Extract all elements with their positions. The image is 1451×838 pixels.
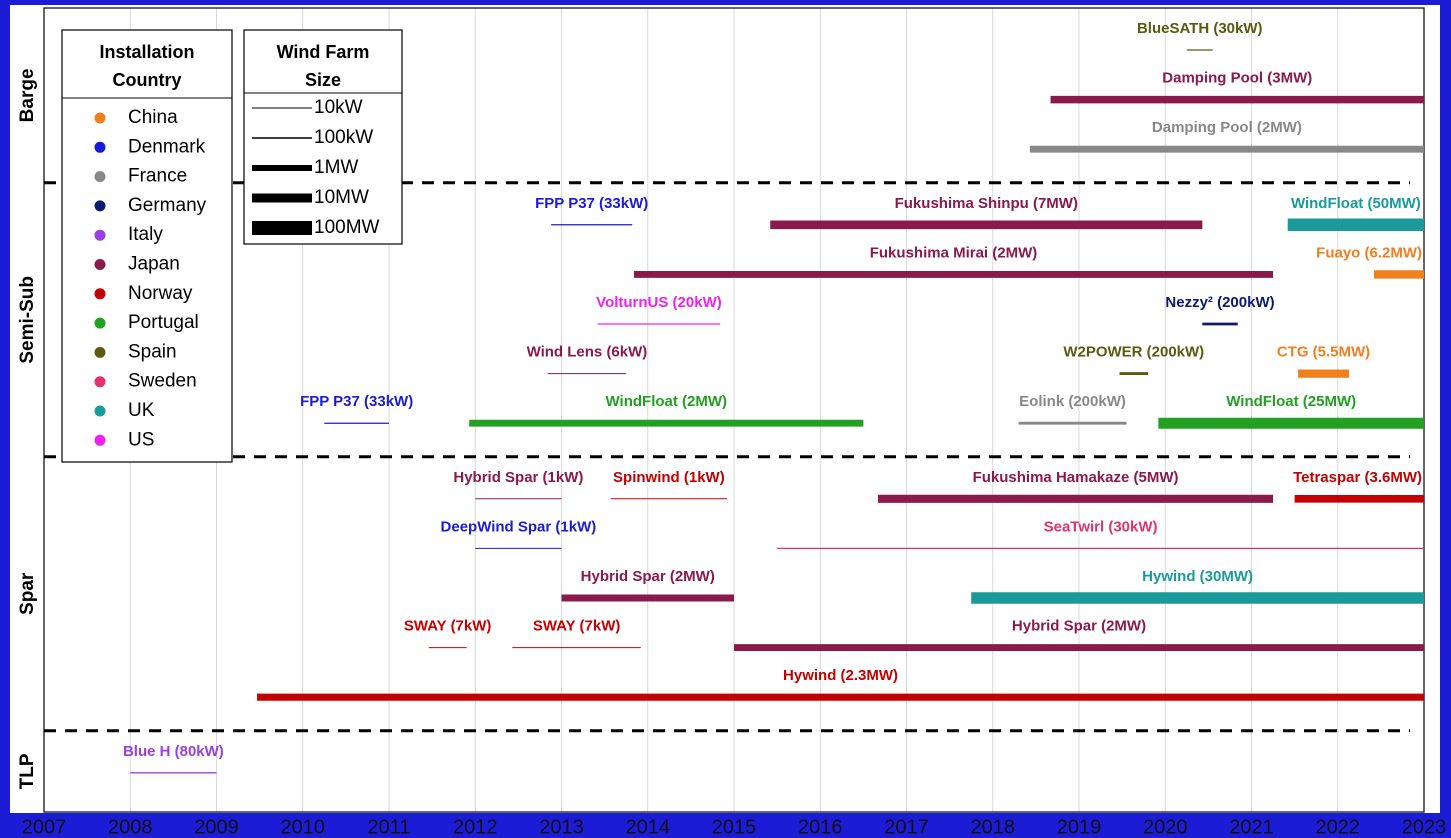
project-label: Fukushima Mirai (2MW)	[870, 244, 1038, 261]
legend-label: Japan	[128, 254, 180, 275]
x-tick-label: 2022	[1316, 816, 1361, 838]
project-label: BlueSATH (30kW)	[1137, 20, 1263, 37]
legend-label: Sweden	[128, 371, 197, 392]
legend-label: Germany	[128, 195, 207, 216]
project-label: Spinwind (1kW)	[613, 469, 725, 486]
project-label: Hywind (30MW)	[1142, 568, 1253, 585]
legend-label: 1MW	[314, 157, 358, 178]
x-tick-label: 2007	[22, 816, 67, 838]
legend-marker	[94, 112, 106, 124]
group-label: Semi-Sub	[17, 276, 38, 364]
project-label: Hybrid Spar (2MW)	[581, 568, 715, 585]
legend-marker	[94, 229, 106, 241]
x-tick-label: 2011	[367, 816, 410, 838]
x-tick-label: 2023	[1402, 816, 1447, 838]
legend-label: 10MW	[314, 187, 369, 208]
x-tick-label: 2013	[539, 816, 584, 838]
legend-marker	[94, 317, 106, 329]
project-label: SWAY (7kW)	[533, 618, 621, 635]
legend-label: France	[128, 166, 187, 187]
legend-marker	[94, 141, 106, 153]
x-tick-label: 2016	[798, 816, 843, 838]
project-label: Wind Lens (6kW)	[527, 344, 648, 361]
x-tick-label: 2021	[1229, 816, 1274, 838]
project-label: Hybrid Spar (2MW)	[1012, 618, 1146, 635]
legend-label: Spain	[128, 341, 177, 362]
project-label: VolturnUS (20kW)	[596, 294, 722, 311]
project-label: Damping Pool (3MW)	[1162, 70, 1312, 87]
legend-label: 10kW	[314, 97, 363, 118]
group-label: TLP	[17, 753, 38, 789]
legend-title: Country	[113, 70, 182, 90]
legend-marker	[94, 288, 106, 300]
size-legend-box	[243, 29, 403, 245]
x-tick-label: 2019	[1057, 816, 1102, 838]
x-tick-label: 2014	[626, 816, 671, 838]
legend-label: Italy	[128, 224, 163, 245]
project-label: DeepWind Spar (1kW)	[441, 518, 597, 535]
legend-marker	[94, 200, 106, 212]
project-label: WindFloat (50MW)	[1291, 195, 1421, 212]
project-label: Fukushima Hamakaze (5MW)	[973, 469, 1179, 486]
legend-label: China	[128, 107, 178, 128]
project-label: SWAY (7kW)	[404, 618, 492, 635]
project-label: Blue H (80kW)	[123, 743, 224, 760]
x-tick-label: 2010	[281, 816, 326, 838]
x-tick-label: 2009	[194, 816, 239, 838]
group-label: Barge	[17, 68, 38, 122]
project-label: W2POWER (200kW)	[1063, 344, 1204, 361]
legend-marker	[94, 434, 106, 446]
legend-marker	[94, 405, 106, 417]
project-label: WindFloat (25MW)	[1226, 393, 1356, 410]
legend-label: Portugal	[128, 312, 199, 333]
x-tick-label: 2020	[1143, 816, 1188, 838]
group-label: Spar	[17, 572, 38, 615]
project-label: Damping Pool (2MW)	[1152, 119, 1302, 136]
project-label: Hybrid Spar (1kW)	[453, 469, 583, 486]
legend-label: UK	[128, 400, 155, 421]
project-label: Fukushima Shinpu (7MW)	[895, 195, 1078, 212]
legend-title: Installation	[99, 42, 194, 62]
x-tick-label: 2015	[712, 816, 757, 838]
plot-frame	[43, 7, 1425, 813]
project-label: Eolink (200kW)	[1019, 393, 1126, 410]
country-legend-box	[61, 29, 233, 463]
project-label: Fuayo (6.2MW)	[1316, 244, 1422, 261]
legend-label: US	[128, 429, 154, 450]
legend-label: Denmark	[128, 136, 206, 157]
project-label: Nezzy² (200kW)	[1165, 294, 1274, 311]
x-tick-label: 2012	[453, 816, 498, 838]
legend-title: Wind Farm	[277, 42, 370, 62]
legend-marker	[94, 346, 106, 358]
x-tick-label: 2018	[971, 816, 1016, 838]
legend-marker	[94, 259, 106, 270]
project-label: SeaTwirl (30kW)	[1044, 518, 1158, 535]
legend-label: 100kW	[314, 127, 373, 148]
legend-marker	[94, 171, 106, 183]
legend-label: 100MW	[314, 217, 380, 238]
project-label: FPP P37 (33kW)	[300, 393, 413, 410]
legend-label: Norway	[128, 283, 193, 304]
project-label: WindFloat (2MW)	[606, 393, 728, 410]
project-label: Tetraspar (3.6MW)	[1293, 469, 1422, 486]
project-label: Hywind (2.3MW)	[783, 667, 898, 684]
x-tick-label: 2008	[108, 816, 153, 838]
legend-title: Size	[305, 70, 341, 90]
project-label: FPP P37 (33kW)	[535, 195, 648, 212]
legend-marker	[94, 376, 106, 388]
x-tick-label: 2017	[884, 816, 929, 838]
project-label: CTG (5.5MW)	[1277, 344, 1370, 361]
